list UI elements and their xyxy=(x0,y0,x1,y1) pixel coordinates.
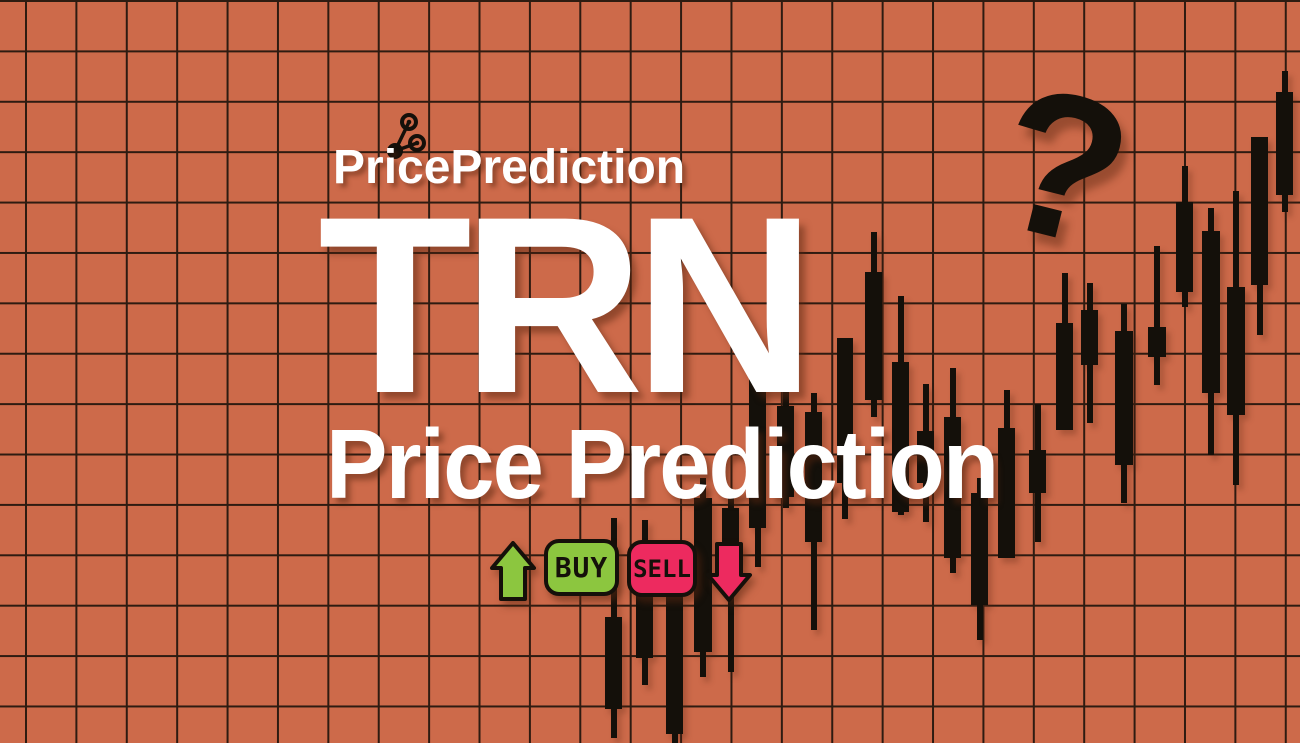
candle-body xyxy=(998,428,1015,558)
candle-body xyxy=(749,362,766,528)
candle-body xyxy=(944,417,961,558)
candle-body xyxy=(1148,327,1166,357)
brand-name: PricePrediction xyxy=(333,141,686,194)
candle-body xyxy=(1227,287,1245,415)
candle-body xyxy=(837,338,853,483)
candle-body xyxy=(1202,231,1220,393)
candle-body xyxy=(1056,323,1073,430)
page-title: Price Prediction xyxy=(326,409,999,519)
ticker-title: TRN xyxy=(318,165,816,446)
candle-body xyxy=(694,498,712,652)
buy-button[interactable]: BUY xyxy=(544,539,619,596)
share-nodes-icon xyxy=(387,113,426,159)
candle-body xyxy=(917,431,934,483)
candle-wick xyxy=(1154,246,1160,385)
candle-body xyxy=(1115,331,1133,465)
candle-body xyxy=(865,272,882,400)
candle-body xyxy=(805,412,822,542)
sell-button[interactable]: SELL xyxy=(627,540,697,597)
candle-body xyxy=(1081,310,1098,365)
arrow-down-icon xyxy=(706,542,752,602)
arrow-up-icon xyxy=(490,541,536,601)
candle-body xyxy=(1276,92,1293,195)
candle-body xyxy=(666,597,683,734)
candle-body xyxy=(1029,450,1046,493)
candle-body xyxy=(1251,137,1268,285)
candle-body xyxy=(777,406,794,497)
candle-body xyxy=(1176,202,1193,292)
candle-body xyxy=(605,617,622,709)
candle-body xyxy=(892,362,909,512)
candle-body xyxy=(971,493,988,605)
candle-body xyxy=(636,595,653,658)
